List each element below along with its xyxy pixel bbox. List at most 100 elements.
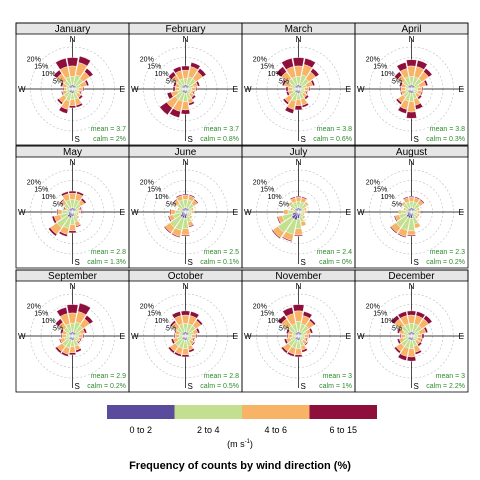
wedge-e-bin4 bbox=[421, 86, 424, 92]
calm-label: calm = 0.2% bbox=[426, 259, 465, 266]
wedge-wnw-bin4 bbox=[172, 81, 177, 87]
wedge-wsw-bin4 bbox=[170, 338, 176, 345]
wedge-n-bin3 bbox=[68, 65, 77, 77]
wedge-ne-bin4 bbox=[197, 68, 207, 78]
wedge-n-bin3 bbox=[295, 197, 302, 202]
wedge-n-bin4 bbox=[406, 59, 417, 67]
wedge-e-bin3 bbox=[191, 86, 197, 92]
ring-label: 5% bbox=[279, 202, 289, 209]
wedge-sse-bin3 bbox=[413, 222, 421, 229]
wedge-ne-bin4 bbox=[423, 68, 433, 78]
panel-plot: 5%10%15%20% bbox=[20, 161, 125, 264]
wedge-wsw-bin4 bbox=[51, 215, 57, 224]
mean-label: mean = 3 bbox=[436, 373, 465, 380]
wedge-n-bin4 bbox=[292, 304, 305, 312]
cardinal-n: N bbox=[70, 282, 76, 291]
ring-label: 15% bbox=[34, 64, 48, 71]
wedge-sw-bin4 bbox=[395, 98, 403, 105]
mean-label: mean = 3.8 bbox=[317, 126, 352, 133]
calm-label: calm = 2% bbox=[93, 136, 126, 143]
wedge-ese-bin4 bbox=[79, 337, 82, 342]
ring-label: 10% bbox=[268, 318, 282, 325]
cardinal-w: W bbox=[357, 85, 365, 94]
cardinal-w: W bbox=[357, 332, 365, 341]
calm-label: calm = 2.2% bbox=[426, 383, 465, 390]
panel-plot: 5%10%15%20% bbox=[20, 285, 125, 388]
cardinal-e: E bbox=[120, 85, 125, 94]
wedge-n-bin4 bbox=[66, 57, 79, 67]
wedge-e-bin3 bbox=[78, 86, 84, 92]
wedge-n-bin3 bbox=[68, 192, 77, 200]
cardinal-n: N bbox=[409, 282, 415, 291]
wedge-ne-bin4 bbox=[309, 318, 317, 326]
wedge-nnw-bin4 bbox=[60, 191, 69, 197]
wedge-n-bin3 bbox=[407, 314, 416, 324]
mean-label: mean = 2.4 bbox=[317, 249, 352, 256]
wedge-n-bin4 bbox=[66, 304, 79, 314]
cardinal-n: N bbox=[183, 35, 189, 44]
legend-swatch-1 bbox=[107, 405, 175, 419]
wedge-wnw-bin3 bbox=[403, 207, 407, 211]
wedge-sse-bin4 bbox=[188, 348, 195, 353]
wedge-nne-bin4 bbox=[301, 196, 308, 200]
cardinal-s: S bbox=[75, 135, 80, 144]
panel-plot: 5%10%15%20% bbox=[359, 38, 464, 141]
wedge-w-bin4 bbox=[62, 87, 65, 91]
legend-label-1: 0 to 2 bbox=[129, 425, 152, 435]
wedge-s-bin4 bbox=[294, 234, 303, 237]
wedge-nne-bin4 bbox=[78, 55, 91, 67]
cardinal-e: E bbox=[120, 332, 125, 341]
wedge-e-bin3 bbox=[78, 210, 82, 214]
ring-label: 5% bbox=[166, 202, 176, 209]
wedge-n-bin3 bbox=[293, 310, 304, 322]
wedge-wsw-bin4 bbox=[60, 91, 64, 96]
wedge-s-bin4 bbox=[68, 105, 77, 109]
ring-label: 10% bbox=[268, 194, 282, 201]
wedge-s-bin4 bbox=[406, 356, 417, 362]
wedge-ene-bin4 bbox=[82, 327, 88, 334]
wedge-wsw-bin4 bbox=[283, 338, 289, 345]
wedge-nne-bin4 bbox=[76, 191, 85, 197]
wedge-nne-bin4 bbox=[188, 194, 196, 199]
ring-label: 5% bbox=[392, 202, 402, 209]
wedge-se-bin4 bbox=[191, 94, 197, 100]
ring-label: 15% bbox=[373, 311, 387, 318]
wedge-se-bin4 bbox=[304, 341, 309, 346]
wedge-nnw-bin4 bbox=[175, 194, 183, 199]
wedge-ese-bin4 bbox=[305, 90, 308, 95]
panel-border bbox=[354, 269, 469, 393]
cardinal-s: S bbox=[75, 382, 80, 391]
calm-label: calm = 0.6% bbox=[313, 136, 352, 143]
wedge-ne-bin3 bbox=[304, 201, 310, 207]
wedge-nnw-bin4 bbox=[172, 66, 182, 74]
cardinal-n: N bbox=[409, 158, 415, 167]
panel-plot: 5%10%15%20% bbox=[246, 38, 351, 141]
ring-label: 10% bbox=[42, 318, 56, 325]
ring-label: 15% bbox=[147, 64, 161, 71]
cardinal-n: N bbox=[296, 158, 302, 167]
panel-title: April bbox=[401, 24, 421, 35]
wedge-w-bin3 bbox=[63, 87, 67, 91]
legend-swatch-3 bbox=[242, 405, 310, 419]
wedge-s-bin3 bbox=[294, 228, 303, 236]
wedge-e-bin3 bbox=[304, 333, 310, 339]
cardinal-n: N bbox=[296, 35, 302, 44]
wedge-e-bin4 bbox=[195, 333, 198, 339]
wedge-sse-bin4 bbox=[75, 224, 82, 228]
wedge-s-bin3 bbox=[294, 348, 303, 356]
panel-title: September bbox=[48, 271, 98, 282]
wedge-sw-bin4 bbox=[54, 346, 62, 354]
wedge-se-bin3 bbox=[301, 215, 306, 220]
wedge-ese-bin4 bbox=[420, 338, 424, 343]
ring-label: 10% bbox=[155, 194, 169, 201]
wedge-s-bin3 bbox=[68, 224, 77, 232]
wedge-nnw-bin4 bbox=[282, 307, 294, 317]
wedge-w-bin4 bbox=[285, 86, 289, 92]
cardinal-s: S bbox=[414, 382, 419, 391]
wedge-nw-bin3 bbox=[287, 201, 293, 207]
cardinal-w: W bbox=[244, 85, 252, 94]
ring-label: 10% bbox=[155, 71, 169, 78]
